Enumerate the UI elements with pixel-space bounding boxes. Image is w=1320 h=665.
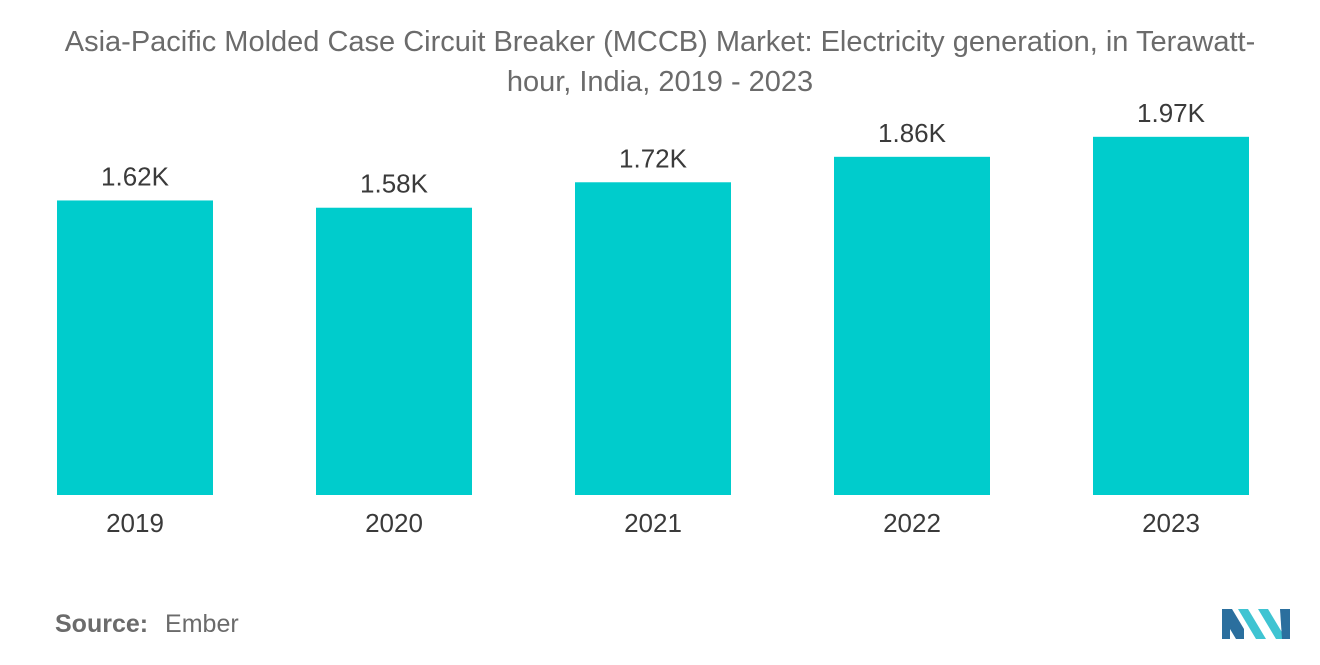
source-line: Source: Ember <box>55 610 239 639</box>
data-label-2023: 1.97K <box>1137 98 1206 128</box>
bars-group <box>57 136 1249 496</box>
bar-2019 <box>57 200 213 496</box>
bar-2022 <box>834 156 990 495</box>
x-axis-ticks-group: 2019 2020 2021 2022 2023 <box>106 508 1200 538</box>
x-tick-2021: 2021 <box>624 508 682 538</box>
data-label-2019: 1.62K <box>101 161 170 191</box>
bar-2023 <box>1093 136 1249 495</box>
x-tick-2019: 2019 <box>106 508 164 538</box>
data-label-2022: 1.86K <box>878 118 947 148</box>
data-labels-group: 1.62K 1.58K 1.72K 1.86K 1.97K <box>101 98 1206 199</box>
source-label: Source: <box>55 610 149 638</box>
bar-2021 <box>575 182 731 496</box>
x-tick-2020: 2020 <box>365 508 423 538</box>
chart-title: Asia-Pacific Molded Case Circuit Breaker… <box>64 26 1256 98</box>
bar-2020 <box>316 207 472 495</box>
mordor-intelligence-logo-icon <box>1222 609 1290 639</box>
source-value: Ember <box>165 610 239 638</box>
x-tick-2022: 2022 <box>883 508 941 538</box>
data-label-2021: 1.72K <box>619 143 688 173</box>
x-tick-2023: 2023 <box>1142 508 1200 538</box>
data-label-2020: 1.58K <box>360 169 429 199</box>
